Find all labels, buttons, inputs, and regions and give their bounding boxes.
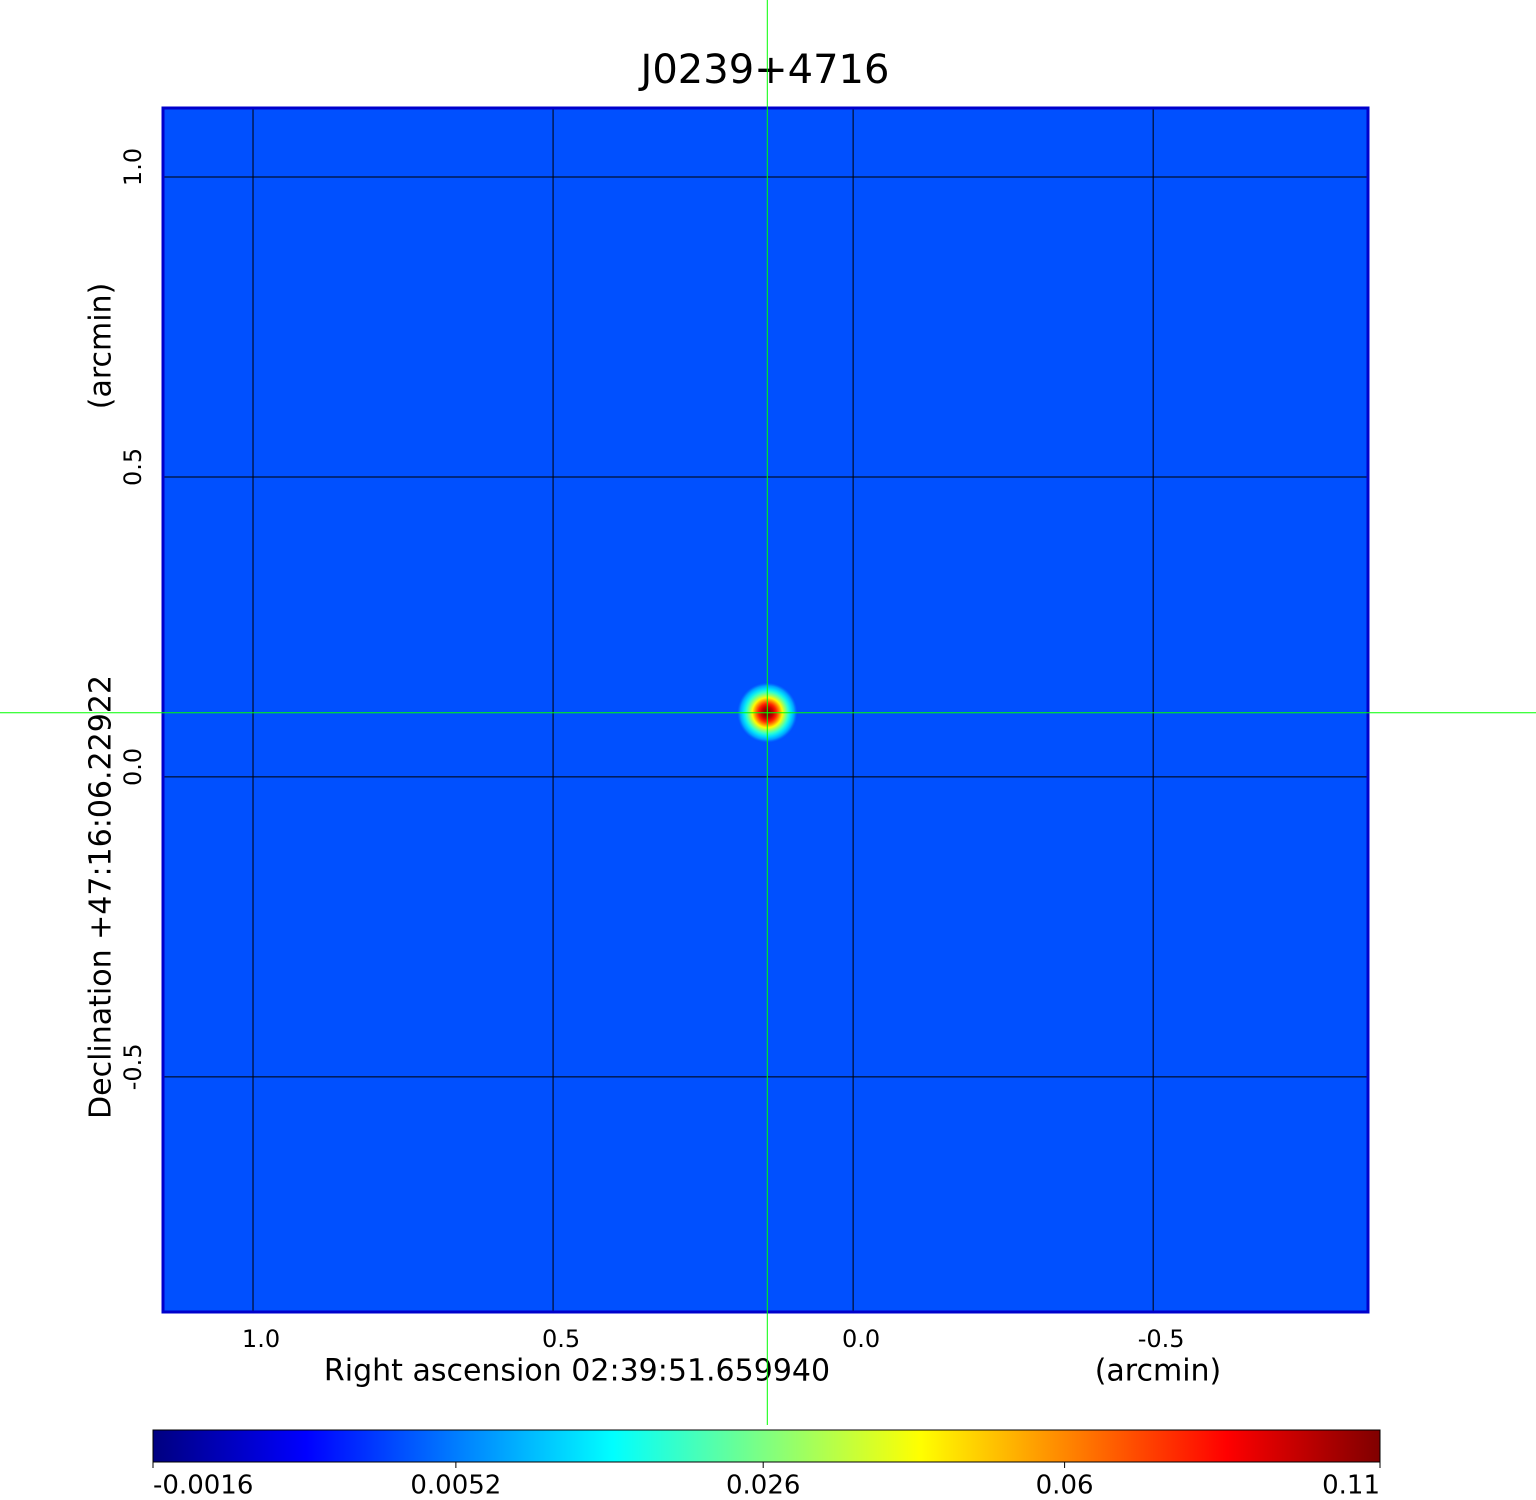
- x-axis-label: Right ascension 02:39:51.659940: [324, 1354, 830, 1389]
- x-tick-label: 1.0: [242, 1325, 280, 1353]
- y-axis-unit: (arcmin): [84, 283, 119, 410]
- x-tick-label: 0.5: [542, 1325, 580, 1353]
- y-tick-label: -0.5: [119, 1043, 147, 1090]
- colorbar-tick-label: -0.0016: [153, 1471, 253, 1500]
- colorbar: [152, 1429, 1381, 1463]
- x-tick-label: -0.5: [1138, 1325, 1185, 1353]
- x-axis-unit: (arcmin): [1095, 1354, 1222, 1389]
- y-tick-label: 1.0: [119, 148, 147, 186]
- colorbar-tick-label: 0.026: [726, 1471, 800, 1500]
- y-axis-label: Declination +47:16:06.22922: [84, 675, 119, 1119]
- colorbar-tick-label: 0.11: [1322, 1471, 1380, 1500]
- colorbar-tick-label: 0.06: [1036, 1471, 1094, 1500]
- chart-title: J0239+4716: [638, 47, 890, 93]
- plot-frame: [161, 106, 1370, 1314]
- colorbar-tick-label: 0.0052: [410, 1471, 501, 1500]
- y-tick-label: 0.5: [119, 448, 147, 486]
- y-tick-label: 0.0: [119, 748, 147, 786]
- x-tick-label: 0.0: [842, 1325, 880, 1353]
